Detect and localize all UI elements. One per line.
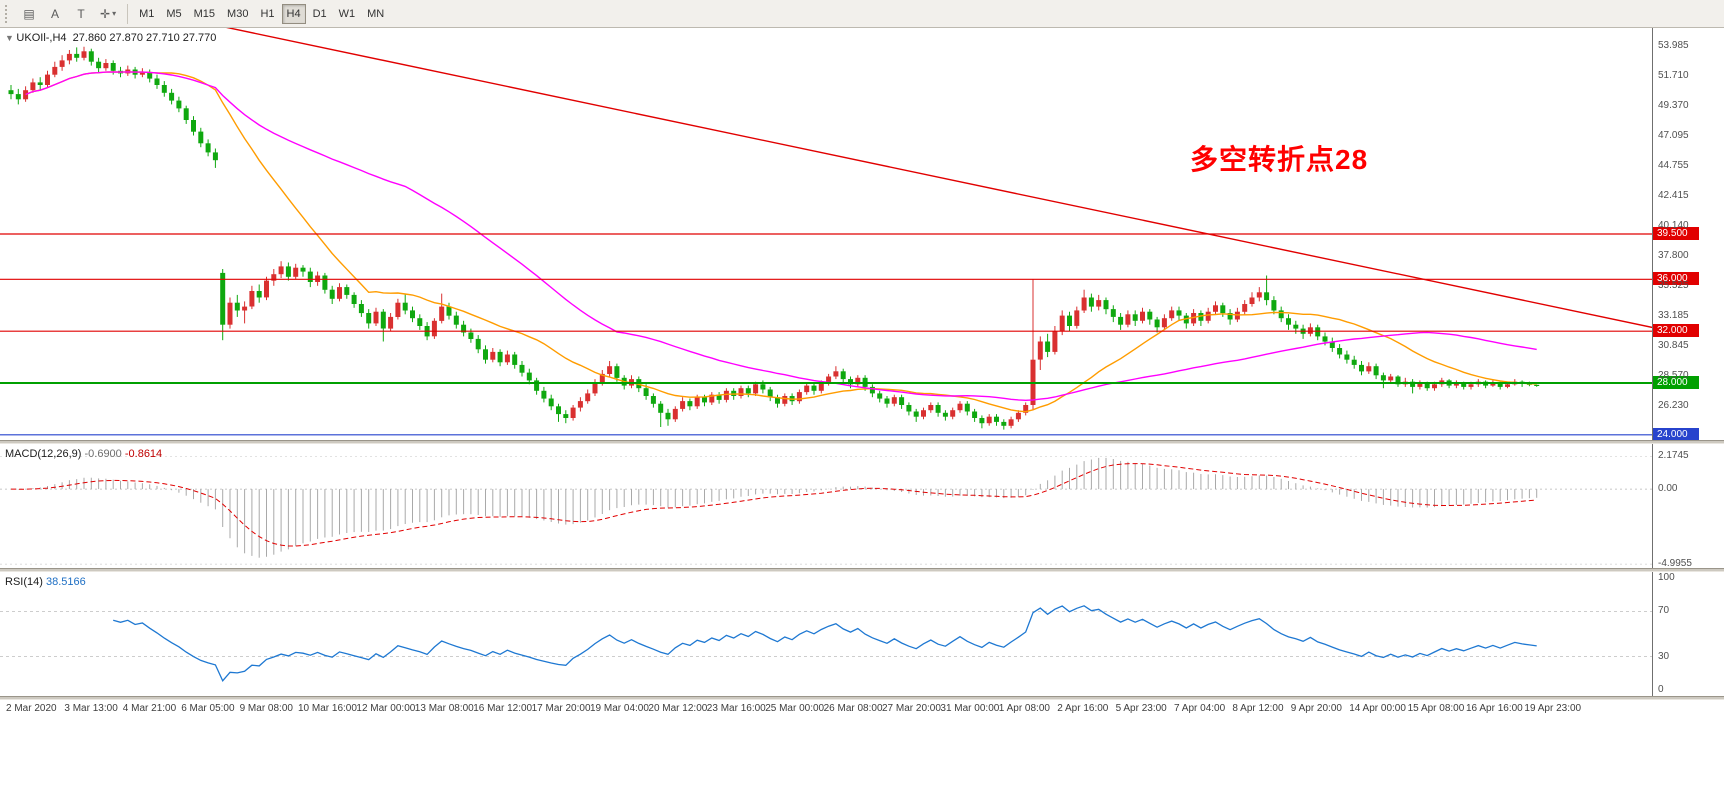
- charts-grid-icon[interactable]: ▤: [17, 4, 41, 24]
- auto-scroll-icon[interactable]: A: [43, 4, 67, 24]
- time-axis-label: 25 Mar 00:00: [765, 703, 825, 714]
- chart-shift-icon[interactable]: T: [69, 4, 93, 24]
- timeframe-mn[interactable]: MN: [362, 4, 389, 24]
- time-axis-label: 2 Apr 16:00: [1057, 703, 1109, 714]
- timeframe-h1[interactable]: H1: [255, 4, 279, 24]
- toolbar-separator: [127, 3, 129, 24]
- rsi-tick-label: 100: [1658, 572, 1675, 583]
- rsi-axis[interactable]: 100 70 30 0: [1652, 572, 1724, 696]
- time-axis-label: 19 Apr 23:00: [1524, 703, 1582, 714]
- symbol-ohlc-text: UKOIl-,H4 27.860 27.870 27.710 27.770: [16, 32, 217, 44]
- rsi-tick-label: 0: [1658, 684, 1664, 696]
- time-axis-label: 9 Apr 20:00: [1290, 703, 1342, 714]
- time-axis-label: 12 Mar 00:00: [356, 703, 416, 714]
- time-axis-label: 1 Apr 08:00: [998, 703, 1050, 714]
- time-axis-label: 16 Mar 12:00: [473, 703, 533, 714]
- timeframe-w1[interactable]: W1: [334, 4, 361, 24]
- timeframe-d1[interactable]: D1: [308, 4, 332, 24]
- price-chart-panel[interactable]: ▼ UKOIl-,H4 27.860 27.870 27.710 27.770 …: [0, 28, 1724, 441]
- time-axis-label: 10 Mar 16:00: [298, 703, 357, 714]
- price-tick-label: 33.185: [1658, 309, 1689, 321]
- one-click-trading-arrow[interactable]: ▼: [5, 33, 17, 43]
- price-axis[interactable]: 39.500 36.000 32.000 28.000 24.000 53.985 51.7…: [1652, 28, 1724, 441]
- price-tick-label: 26.230: [1658, 399, 1689, 411]
- time-axis-label: 26 Mar 08:00: [823, 703, 883, 714]
- toolbar: ▤ A T ✛ ▾ M1 M5 M15 M30 H1 H4 D1 W1 MN: [0, 0, 1724, 28]
- time-axis-label: 31 Mar 00:00: [940, 703, 1000, 714]
- price-tick-label: 35.525: [1658, 279, 1689, 291]
- macd-chart: [0, 455, 1652, 565]
- timeframe-m15[interactable]: M15: [189, 4, 220, 24]
- macd-main-value: -0.6900: [84, 448, 122, 460]
- macd-label: MACD(12,26,9) -0.6900 -0.8614: [5, 448, 162, 460]
- price-tick-label: 30.845: [1658, 340, 1689, 352]
- time-axis-label: 27 Mar 20:00: [882, 703, 941, 714]
- chart-annotation: 多空转折点28: [1190, 144, 1369, 175]
- rsi-chart: [0, 605, 1652, 682]
- time-axis-label: 6 Mar 05:00: [181, 703, 235, 714]
- cursor-tool-icon[interactable]: ✛ ▾: [95, 4, 121, 24]
- time-axis-label: 13 Mar 08:00: [414, 703, 474, 714]
- time-axis[interactable]: 2 Mar 2020 3 Mar 13:00 4 Mar 21:00 6 Mar 05…: [0, 700, 1724, 718]
- time-axis-label: 4 Mar 21:00: [122, 703, 177, 714]
- timeframe-m1[interactable]: M1: [134, 4, 159, 24]
- price-tick-label: 40.140: [1658, 219, 1689, 231]
- timeframe-buttons: M1 M5 M15 M30 H1 H4 D1 W1 MN: [133, 3, 390, 24]
- time-axis-label: 5 Apr 23:00: [1115, 703, 1167, 714]
- chart-title: ▼ UKOIl-,H4 27.860 27.870 27.710 27.770: [5, 32, 216, 44]
- time-axis-label: 16 Apr 16:00: [1466, 703, 1523, 714]
- price-tick-label: 44.755: [1658, 159, 1689, 171]
- panel-separator-2[interactable]: [0, 568, 1724, 572]
- toolbar-left-tools: ▤ A T ✛ ▾: [16, 4, 122, 24]
- price-tick-label: 47.095: [1658, 129, 1689, 141]
- time-axis-label: 8 Apr 12:00: [1232, 703, 1284, 714]
- macd-axis[interactable]: 2.1745 0.00 -4.9955: [1652, 444, 1724, 570]
- price-level-label: 28.000: [1653, 375, 1699, 389]
- time-axis-label: 7 Apr 04:00: [1174, 703, 1226, 714]
- timeframe-h4[interactable]: H4: [281, 3, 306, 24]
- time-axis-label: 17 Mar 20:00: [531, 703, 591, 714]
- rsi-tick-label: 70: [1658, 605, 1670, 617]
- time-axis-label: 14 Apr 00:00: [1349, 703, 1406, 714]
- rsi-label: RSI(14) 38.5166: [5, 576, 86, 588]
- price-level-label: 24.000: [1653, 427, 1699, 441]
- price-tick-label: 28.570: [1658, 369, 1689, 381]
- time-axis-label: 2 Mar 2020: [6, 703, 57, 714]
- price-level-label: 39.500: [1653, 227, 1699, 240]
- panel-separator-3[interactable]: [0, 696, 1724, 700]
- macd-panel[interactable]: MACD(12,26,9) -0.6900 -0.8614 2.1745 0.00…: [0, 444, 1724, 570]
- price-tick-label: 53.985: [1658, 40, 1689, 52]
- toolbar-grip[interactable]: [5, 4, 11, 23]
- panel-separator-1[interactable]: [0, 440, 1724, 444]
- macd-name: MACD(12,26,9): [5, 448, 82, 460]
- price-tick-label: 42.415: [1658, 190, 1689, 202]
- timeframe-m5[interactable]: M5: [161, 4, 186, 24]
- macd-tick-label: 0.00: [1658, 483, 1678, 495]
- price-level-label: 32.000: [1653, 324, 1699, 338]
- rsi-tick-label: 30: [1658, 650, 1670, 662]
- price-tick-label: 51.710: [1658, 69, 1689, 81]
- price-tick-label: 37.800: [1658, 250, 1689, 262]
- rsi-value: 38.5166: [45, 576, 86, 588]
- time-axis-label: 9 Mar 08:00: [239, 703, 293, 714]
- time-axis-label: 15 Apr 08:00: [1407, 703, 1465, 714]
- rsi-name: RSI(14): [5, 576, 43, 588]
- macd-tick-label: -4.9955: [1658, 558, 1692, 570]
- macd-tick-label: 2.1745: [1658, 450, 1689, 462]
- time-axis-label: 20 Mar 12:00: [648, 703, 708, 714]
- time-axis-label: 23 Mar 16:00: [706, 703, 766, 714]
- price-tick-label: 49.370: [1658, 100, 1689, 112]
- price-level-label: 36.000: [1653, 272, 1699, 286]
- time-axis-label: 3 Mar 13:00: [64, 703, 118, 714]
- time-axis-label: 19 Mar 04:00: [590, 703, 649, 714]
- rsi-panel[interactable]: RSI(14) 38.5166 100 70 30 0: [0, 572, 1724, 696]
- macd-signal-value: -0.8614: [124, 448, 163, 460]
- candlestick-chart[interactable]: [0, 28, 1652, 440]
- chevron-down-icon: ▾: [112, 9, 117, 18]
- timeframe-m30[interactable]: M30: [222, 4, 253, 24]
